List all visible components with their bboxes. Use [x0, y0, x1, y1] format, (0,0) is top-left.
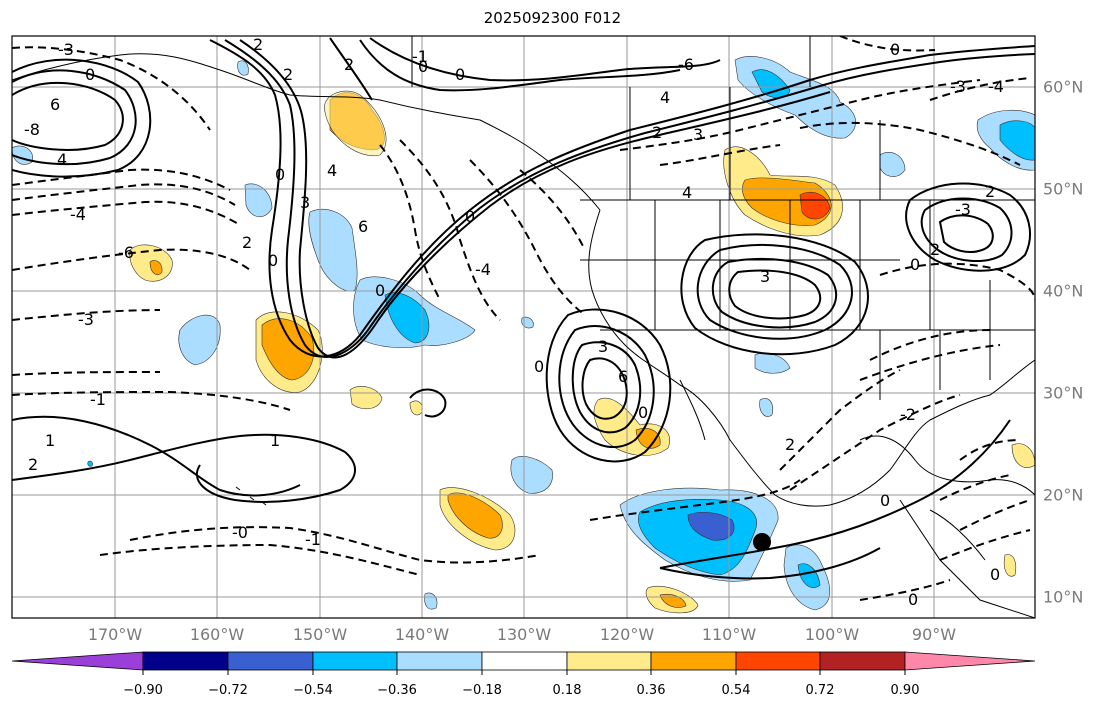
contour-label: -4 — [70, 205, 86, 224]
contour-label: 2 — [28, 455, 38, 474]
colorbar-seg-6 — [566, 651, 652, 671]
contour-label: 1 — [45, 431, 55, 450]
colorbar-tick-label: −0.54 — [293, 683, 333, 698]
colorbar-tick-label: −0.72 — [208, 683, 248, 698]
contour-label: 0 — [375, 281, 385, 300]
contour-label: 3 — [760, 267, 770, 286]
contour-label: -1 — [90, 390, 106, 409]
longitude-label: 100°W — [804, 625, 860, 644]
dashed-contours — [12, 36, 1035, 601]
colorbar-tick-label: 0.90 — [890, 683, 920, 698]
colorbar-tick-label: −0.90 — [123, 683, 163, 698]
contour-label: 3 — [300, 193, 310, 212]
colorbar-tick-label: 0.36 — [636, 683, 666, 698]
longitude-label: 140°W — [394, 625, 450, 644]
latitude-label: 50°N — [1043, 179, 1084, 199]
latitude-label: 30°N — [1043, 383, 1084, 403]
contour-label: 0 — [880, 491, 890, 510]
contour-label: -6 — [118, 243, 134, 262]
contour-label: -3 — [78, 310, 94, 329]
contour-label: 6 — [358, 217, 368, 236]
colorbar-seg-3 — [312, 651, 398, 671]
longitude-label: 90°W — [911, 625, 957, 644]
contour-label: -1 — [412, 47, 428, 66]
contour-label: 0 — [268, 251, 278, 270]
contour-label: -8 — [24, 120, 40, 139]
contour-label: 4 — [327, 161, 337, 180]
contour-label: 0 — [275, 165, 285, 184]
contour-label: -4 — [475, 260, 491, 279]
latitude-label: 10°N — [1043, 587, 1084, 607]
shaded-anomalies — [12, 56, 1035, 614]
colorbar-tick-label: 0.18 — [552, 683, 582, 698]
contour-label: 2 — [930, 240, 940, 259]
latitude-label: 60°N — [1043, 77, 1084, 97]
contour-label: 2 — [652, 123, 662, 142]
contour-label: 4 — [660, 88, 670, 107]
contour-labels: -3 0 6 -8 4 -4 -6 -3 -1 1 2 1 -0 -1 2 2 … — [24, 35, 1004, 609]
contour-label: 0 — [534, 357, 544, 376]
contour-label: 2 — [242, 233, 252, 252]
colorbar-seg-8 — [735, 651, 821, 671]
colorbar-seg-7 — [650, 651, 737, 671]
latitude-label: 40°N — [1043, 281, 1084, 301]
contour-label: -3 — [950, 77, 966, 96]
colorbar-tick-label: 0.54 — [721, 683, 751, 698]
contour-label: -1 — [305, 530, 321, 549]
contour-label: 2 — [785, 435, 795, 454]
lat-lon-grid — [12, 36, 1035, 618]
contour-label: 3 — [598, 337, 608, 356]
longitude-label: 120°W — [599, 625, 655, 644]
latitude-label: 20°N — [1043, 485, 1084, 505]
contour-label: 3 — [693, 125, 703, 144]
contour-label: -3 — [955, 200, 971, 219]
solid-contours — [12, 37, 1035, 580]
map-title: 2025092300 F012 — [483, 9, 622, 27]
contour-label: 2 — [985, 182, 995, 201]
contour-label: 0 — [465, 207, 475, 226]
colorbar — [11, 651, 1036, 675]
map-frame — [11, 35, 1036, 619]
colorbar-tick-label: −0.36 — [377, 683, 417, 698]
colorbar-seg-0 — [11, 651, 144, 671]
contour-label: -3 — [58, 40, 74, 59]
longitude-label: 150°W — [292, 625, 348, 644]
contour-label: -4 — [988, 77, 1004, 96]
contour-label: -2 — [900, 405, 916, 424]
contour-label: 0 — [908, 590, 918, 609]
longitude-label: 160°W — [189, 625, 245, 644]
contour-label: -0 — [232, 523, 248, 542]
longitude-label: 110°W — [701, 625, 757, 644]
contour-label: 2 — [283, 65, 293, 84]
contour-label: 2 — [253, 35, 263, 54]
contour-label: 0 — [638, 403, 648, 422]
storm-center-dot — [753, 533, 771, 551]
contour-label: 6 — [50, 95, 60, 114]
colorbar-tick-label: −0.18 — [462, 683, 502, 698]
contour-label: -6 — [678, 55, 694, 74]
colorbar-seg-1 — [142, 651, 229, 671]
coastlines — [12, 36, 1035, 618]
contour-label: 0 — [85, 65, 95, 84]
colorbar-seg-9 — [819, 651, 906, 671]
colorbar-seg-4 — [396, 651, 483, 671]
contour-label: 0 — [910, 255, 920, 274]
contour-label: 0 — [890, 40, 900, 59]
colorbar-seg-10 — [904, 651, 1036, 671]
contour-label: 1 — [270, 431, 280, 450]
contour-label: 0 — [455, 65, 465, 84]
contour-label: 2 — [344, 55, 354, 74]
longitude-label: 130°W — [496, 625, 552, 644]
contour-label: 6 — [618, 367, 628, 386]
contour-label: 4 — [57, 150, 67, 169]
contour-label: 0 — [990, 565, 1000, 584]
colorbar-seg-2 — [227, 651, 314, 671]
colorbar-seg-5 — [481, 651, 568, 671]
longitude-label: 170°W — [87, 625, 143, 644]
colorbar-tick-label: 0.72 — [805, 683, 835, 698]
contour-label: 4 — [682, 183, 692, 202]
contour-label: 0 — [418, 57, 428, 76]
